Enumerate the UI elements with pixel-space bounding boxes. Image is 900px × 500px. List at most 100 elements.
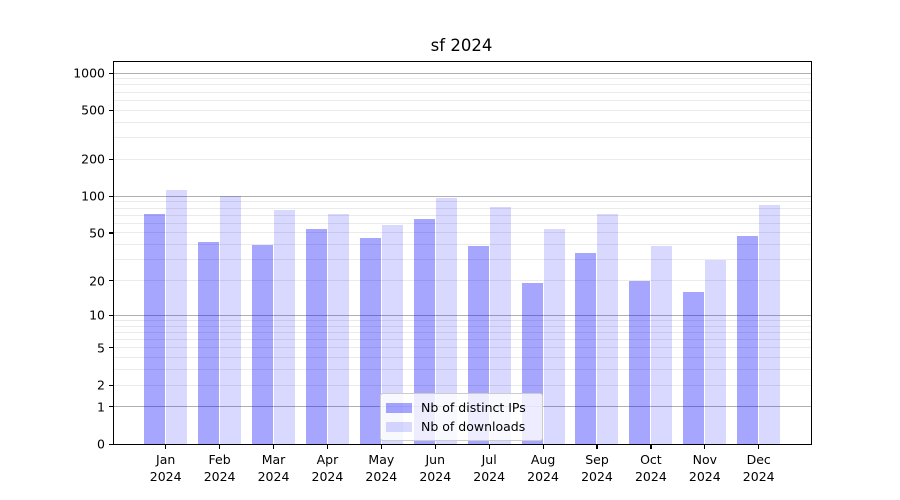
bar-nb-of-downloads-sep: [597, 214, 619, 444]
y-tick-mark: [109, 109, 113, 111]
gridline-minor: [114, 222, 811, 224]
gridline-minor: [114, 99, 811, 101]
x-tick-label: Sep 2024: [581, 452, 613, 484]
gridline-minor: [114, 357, 811, 359]
bar-nb-of-downloads-aug: [543, 228, 565, 444]
y-tick-mark: [109, 158, 113, 160]
bar-nb-of-distinct-ips-jan: [144, 213, 166, 444]
chart-title: sf 2024: [430, 36, 493, 55]
gridline-minor: [114, 84, 811, 86]
gridline-minor: [114, 325, 811, 327]
gridline-minor: [114, 207, 811, 209]
y-tick-mark: [109, 384, 113, 386]
y-tick-label: 100: [81, 188, 105, 204]
gridline-minor: [114, 137, 811, 139]
bar-nb-of-distinct-ips-nov: [683, 291, 705, 444]
gridline-minor: [114, 121, 811, 123]
gridline-minor: [114, 339, 811, 340]
x-tick-label: Mar 2024: [257, 452, 290, 484]
bars-layer: [114, 62, 811, 444]
gridline-minor: [114, 91, 811, 93]
x-tick-mark: [380, 445, 383, 449]
y-tick-label: 20: [89, 273, 105, 288]
x-tick-label: Dec 2024: [742, 452, 775, 484]
gridline-major: [114, 72, 811, 74]
y-tick-label: 200: [81, 151, 105, 167]
legend-label-downloads: Nb of downloads: [421, 419, 526, 434]
legend-item-distinct-ips: Nb of distinct IPs: [386, 398, 542, 417]
gridline-minor: [114, 280, 811, 281]
x-tick-label: Oct 2024: [634, 452, 667, 484]
x-tick-mark: [219, 445, 221, 449]
y-tick-mark: [109, 314, 113, 316]
bar-nb-of-distinct-ips-sep: [575, 253, 597, 444]
gridline-minor: [114, 78, 811, 80]
gridline-minor: [114, 201, 811, 203]
bar-nb-of-distinct-ips-mar: [252, 244, 274, 444]
grid-layer: [114, 62, 811, 444]
x-tick-label: Jun 2024: [419, 452, 452, 484]
gridline-minor: [114, 331, 811, 333]
bar-nb-of-distinct-ips-may: [359, 238, 381, 444]
x-tick-label: Nov 2024: [688, 452, 721, 484]
bar-nb-of-distinct-ips-jun: [413, 219, 435, 444]
y-tick-mark: [109, 232, 113, 234]
y-tick-label: 1000: [73, 65, 105, 81]
y-tick-mark: [109, 406, 113, 408]
y-tick-mark: [109, 443, 113, 445]
gridline-minor: [114, 214, 811, 216]
y-tick-label: 0: [97, 436, 105, 452]
legend: Nb of distinct IPs Nb of downloads: [380, 393, 543, 441]
x-tick-mark: [704, 445, 706, 449]
bar-nb-of-downloads-jan: [166, 189, 188, 444]
legend-label-distinct-ips: Nb of distinct IPs: [421, 400, 526, 415]
gridline-minor: [114, 369, 811, 371]
gridline-major: [114, 195, 811, 197]
bar-nb-of-downloads-apr: [327, 214, 349, 444]
x-tick-label: Jul 2024: [473, 452, 506, 484]
bar-nb-of-downloads-jul: [489, 206, 511, 444]
y-tick-label: 5: [97, 340, 105, 356]
x-tick-mark: [165, 445, 167, 449]
y-tick-label: 2: [97, 377, 105, 393]
y-tick-mark: [109, 280, 113, 282]
gridline-minor: [114, 158, 811, 160]
y-tick-label: 50: [89, 225, 105, 241]
y-tick-label: 10: [89, 307, 105, 323]
x-tick-label: Aug 2024: [527, 452, 559, 484]
gridline-minor: [114, 259, 811, 261]
gridline-minor: [114, 244, 811, 246]
x-tick-label: Apr 2024: [311, 452, 344, 484]
bar-nb-of-downloads-nov: [705, 259, 727, 444]
x-tick-mark: [326, 445, 329, 449]
bar-nb-of-distinct-ips-oct: [629, 280, 651, 444]
bar-nb-of-downloads-jun: [435, 198, 457, 444]
gridline-major: [114, 314, 811, 316]
bar-nb-of-downloads-feb: [220, 196, 242, 444]
x-tick-mark: [758, 445, 760, 449]
bar-nb-of-downloads-mar: [274, 210, 296, 444]
y-tick-label: 1: [97, 399, 105, 415]
legend-swatch-distinct-ips: [386, 402, 412, 413]
x-tick-mark: [273, 445, 275, 449]
gridline-minor: [114, 232, 811, 234]
y-tick-mark: [109, 347, 113, 349]
x-tick-label: May 2024: [365, 452, 398, 484]
y-tick-label: 500: [81, 102, 105, 118]
legend-swatch-downloads: [386, 421, 412, 432]
x-tick-label: Jan 2024: [149, 452, 182, 484]
bar-nb-of-distinct-ips-dec: [737, 236, 759, 444]
bar-nb-of-distinct-ips-apr: [305, 228, 327, 444]
x-tick-mark: [434, 445, 436, 449]
x-tick-label: Feb 2024: [203, 452, 236, 484]
y-tick-mark: [109, 72, 113, 74]
gridline-minor: [114, 319, 811, 321]
bar-nb-of-downloads-may: [381, 225, 403, 444]
plot-area: [113, 61, 812, 445]
gridline-minor: [114, 347, 811, 349]
legend-item-downloads: Nb of downloads: [386, 417, 542, 436]
gridline-minor: [114, 109, 811, 111]
bar-nb-of-downloads-dec: [759, 204, 781, 444]
x-tick-mark: [650, 445, 652, 449]
gridline-minor: [114, 384, 811, 386]
